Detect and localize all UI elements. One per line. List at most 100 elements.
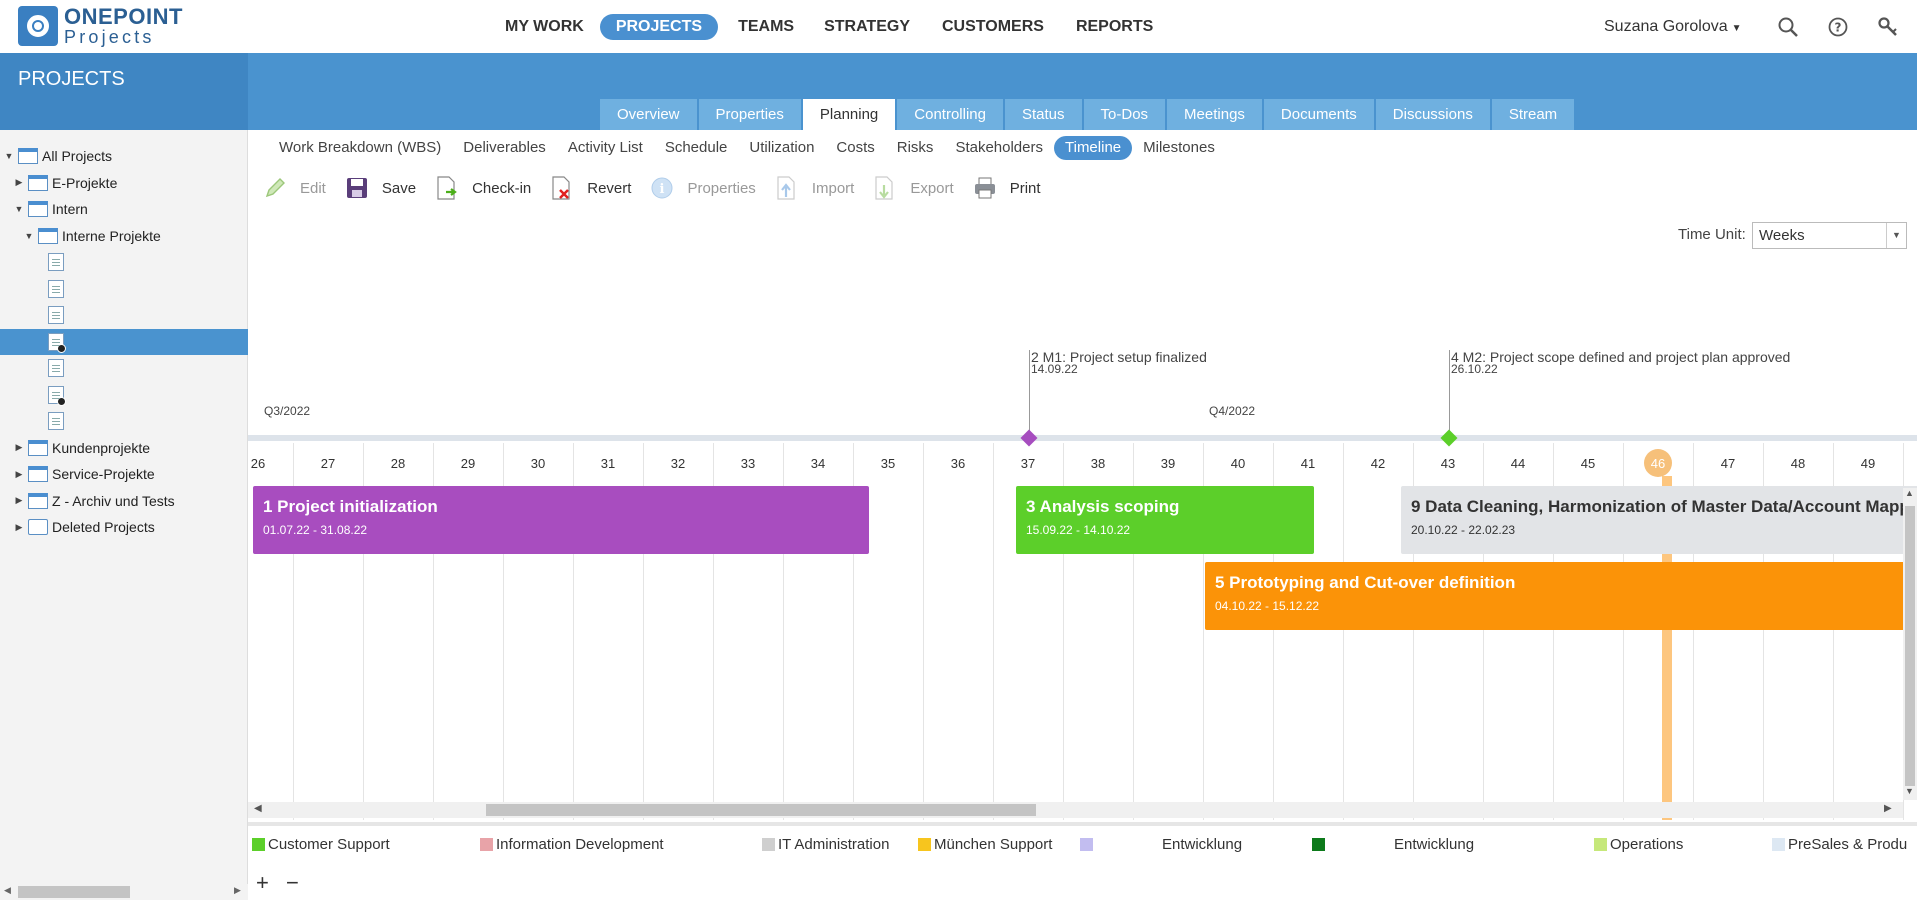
zoom-out-button[interactable]: − bbox=[286, 870, 299, 895]
tree-item-project[interactable] bbox=[0, 328, 248, 355]
onepoint-logo[interactable]: ONEPOINT Projects bbox=[18, 6, 183, 46]
activity-bar[interactable]: 3 Analysis scoping 15.09.22 - 14.10.22 bbox=[1016, 486, 1314, 554]
check-in-icon bbox=[434, 175, 460, 201]
chevron-right-icon[interactable]: ▶ bbox=[15, 442, 23, 452]
activity-bar[interactable]: 9 Data Cleaning, Harmonization of Master… bbox=[1401, 486, 1917, 554]
search-icon[interactable] bbox=[1777, 16, 1799, 38]
subtab-risks[interactable]: Risks bbox=[896, 139, 934, 156]
import-button[interactable]: Import bbox=[774, 170, 855, 206]
edit-button[interactable]: Edit bbox=[262, 170, 326, 206]
milestone-diamond[interactable] bbox=[1440, 429, 1458, 447]
revert-button[interactable]: Revert bbox=[549, 170, 631, 206]
milestone-label[interactable]: 4 M2: Project scope defined and project … bbox=[1451, 350, 1790, 376]
tree-item-deleted-projects[interactable]: ▶ Deleted Projects bbox=[0, 514, 248, 540]
print-button[interactable]: Print bbox=[972, 170, 1041, 206]
tree-item-kundenprojekte[interactable]: ▶ Kundenprojekte bbox=[0, 435, 248, 461]
tab-status[interactable]: Status bbox=[1005, 99, 1082, 130]
subtab-deliverables[interactable]: Deliverables bbox=[463, 139, 546, 156]
subtab-milestones[interactable]: Milestones bbox=[1143, 139, 1215, 156]
subtab-timeline[interactable]: Timeline bbox=[1054, 136, 1133, 160]
export-button[interactable]: Export bbox=[872, 170, 954, 206]
properties-button[interactable]: i Properties bbox=[649, 170, 756, 206]
chevron-right-icon[interactable]: ▶ bbox=[15, 177, 23, 187]
quarter-label: Q3/2022 bbox=[264, 404, 311, 418]
legend-label: Operations bbox=[1610, 836, 1684, 853]
time-unit-value: Weeks bbox=[1759, 227, 1805, 244]
recycle-bin-icon bbox=[28, 519, 48, 535]
tree-item-project[interactable] bbox=[0, 276, 248, 302]
tab-properties[interactable]: Properties bbox=[698, 99, 801, 130]
vertical-scrollbar-thumb[interactable] bbox=[1905, 506, 1915, 786]
zoom-in-button[interactable]: + bbox=[256, 870, 269, 895]
key-icon[interactable] bbox=[1877, 16, 1899, 38]
subtab-stakeholders[interactable]: Stakeholders bbox=[955, 139, 1043, 156]
tab-controlling[interactable]: Controlling bbox=[897, 99, 1003, 130]
tree-item-project[interactable] bbox=[0, 355, 248, 381]
help-icon[interactable]: ? bbox=[1827, 16, 1849, 38]
activity-bar[interactable]: 1 Project initialization 01.07.22 - 31.08… bbox=[253, 486, 869, 554]
tab-to-dos[interactable]: To-Dos bbox=[1083, 99, 1166, 130]
scroll-left-icon[interactable]: ◀ bbox=[254, 803, 262, 814]
save-label: Save bbox=[381, 179, 417, 197]
nav-projects[interactable]: PROJECTS bbox=[599, 14, 719, 40]
nav-reports[interactable]: REPORTS bbox=[1075, 18, 1154, 35]
tree-item-service-projekte[interactable]: ▶ Service-Projekte bbox=[0, 461, 248, 487]
scroll-left-icon[interactable]: ◀ bbox=[4, 885, 11, 895]
milestone-label[interactable]: 2 M1: Project setup finalized 14.09.22 bbox=[1031, 350, 1207, 376]
svg-text:?: ? bbox=[1835, 21, 1842, 35]
chevron-right-icon[interactable]: ▶ bbox=[15, 468, 23, 479]
week-number: 48 bbox=[1790, 456, 1806, 471]
milestone-date: 26.10.22 bbox=[1451, 362, 1498, 376]
milestone-date: 14.09.22 bbox=[1031, 362, 1078, 376]
user-menu[interactable]: Suzana Gorolova ▼ bbox=[1604, 18, 1742, 36]
subtab-work-breakdown-wbs[interactable]: Work Breakdown (WBS) bbox=[279, 139, 442, 156]
timeline-horizontal-scrollbar[interactable]: ◀ ▶ bbox=[248, 802, 1903, 818]
subtab-activity-list[interactable]: Activity List bbox=[567, 139, 643, 156]
chevron-down-icon[interactable]: ▼ bbox=[4, 151, 14, 161]
tab-overview[interactable]: Overview bbox=[600, 99, 697, 130]
tree-scrollbar-thumb[interactable] bbox=[18, 886, 130, 898]
tree-horizontal-scrollbar[interactable]: ◀ ▶ bbox=[0, 884, 248, 900]
tree-item-e-projekte[interactable]: ▶ E-Projekte bbox=[0, 170, 248, 196]
tab-stream[interactable]: Stream bbox=[1491, 99, 1575, 130]
horizontal-scrollbar-thumb[interactable] bbox=[486, 804, 1036, 816]
subtab-costs[interactable]: Costs bbox=[836, 139, 875, 156]
subtab-schedule[interactable]: Schedule bbox=[664, 139, 728, 156]
subtab-utilization[interactable]: Utilization bbox=[749, 139, 815, 156]
scroll-down-icon[interactable]: ▼ bbox=[1905, 786, 1914, 796]
tab-planning[interactable]: Planning bbox=[802, 99, 896, 130]
tree-item-project[interactable] bbox=[0, 249, 248, 275]
tree-item-project[interactable] bbox=[0, 302, 248, 328]
chevron-down-icon[interactable]: ▼ bbox=[14, 204, 24, 214]
tree-item-interne-projekte[interactable]: ▼ Interne Projekte bbox=[0, 223, 248, 249]
timeline-vertical-scrollbar[interactable]: ▲ ▼ bbox=[1903, 488, 1917, 800]
scroll-right-icon[interactable]: ▶ bbox=[1884, 803, 1892, 814]
week-number: 40 bbox=[1230, 456, 1246, 471]
nav-my-work[interactable]: MY WORK bbox=[505, 18, 584, 35]
tree-item-z-archiv-und-tests[interactable]: ▶ Z - Archiv und Tests bbox=[0, 488, 248, 514]
tab-discussions[interactable]: Discussions bbox=[1375, 99, 1490, 130]
milestone-diamond[interactable] bbox=[1020, 429, 1038, 447]
tab-documents[interactable]: Documents bbox=[1263, 99, 1374, 130]
tree-item-project[interactable] bbox=[0, 382, 248, 408]
tree-item-all-projects[interactable]: ▼ All Projects bbox=[0, 143, 248, 169]
chevron-right-icon[interactable]: ▶ bbox=[15, 521, 23, 532]
tree-item-intern[interactable]: ▼ Intern bbox=[0, 196, 248, 222]
time-unit-select[interactable]: Weeks ▼ bbox=[1752, 222, 1907, 249]
chevron-right-icon[interactable]: ▶ bbox=[15, 495, 23, 505]
tree-item-project[interactable] bbox=[0, 408, 248, 434]
portfolio-folder-icon bbox=[38, 227, 58, 244]
scroll-up-icon[interactable]: ▲ bbox=[1905, 488, 1914, 498]
chevron-down-icon[interactable]: ▼ bbox=[1886, 223, 1906, 248]
save-button[interactable]: Save bbox=[344, 170, 416, 206]
tab-meetings[interactable]: Meetings bbox=[1167, 99, 1262, 130]
import-label: Import bbox=[811, 179, 855, 197]
nav-customers[interactable]: CUSTOMERS bbox=[942, 18, 1044, 35]
check-in-button[interactable]: Check-in bbox=[434, 170, 531, 206]
scroll-right-icon[interactable]: ▶ bbox=[234, 885, 241, 895]
nav-teams[interactable]: TEAMS bbox=[738, 18, 795, 35]
nav-strategy[interactable]: STRATEGY bbox=[824, 18, 910, 35]
week-gridline bbox=[1553, 443, 1554, 820]
activity-bar[interactable]: 5 Prototyping and Cut-over definition 04.… bbox=[1205, 562, 1917, 630]
chevron-down-icon[interactable]: ▼ bbox=[24, 230, 34, 241]
